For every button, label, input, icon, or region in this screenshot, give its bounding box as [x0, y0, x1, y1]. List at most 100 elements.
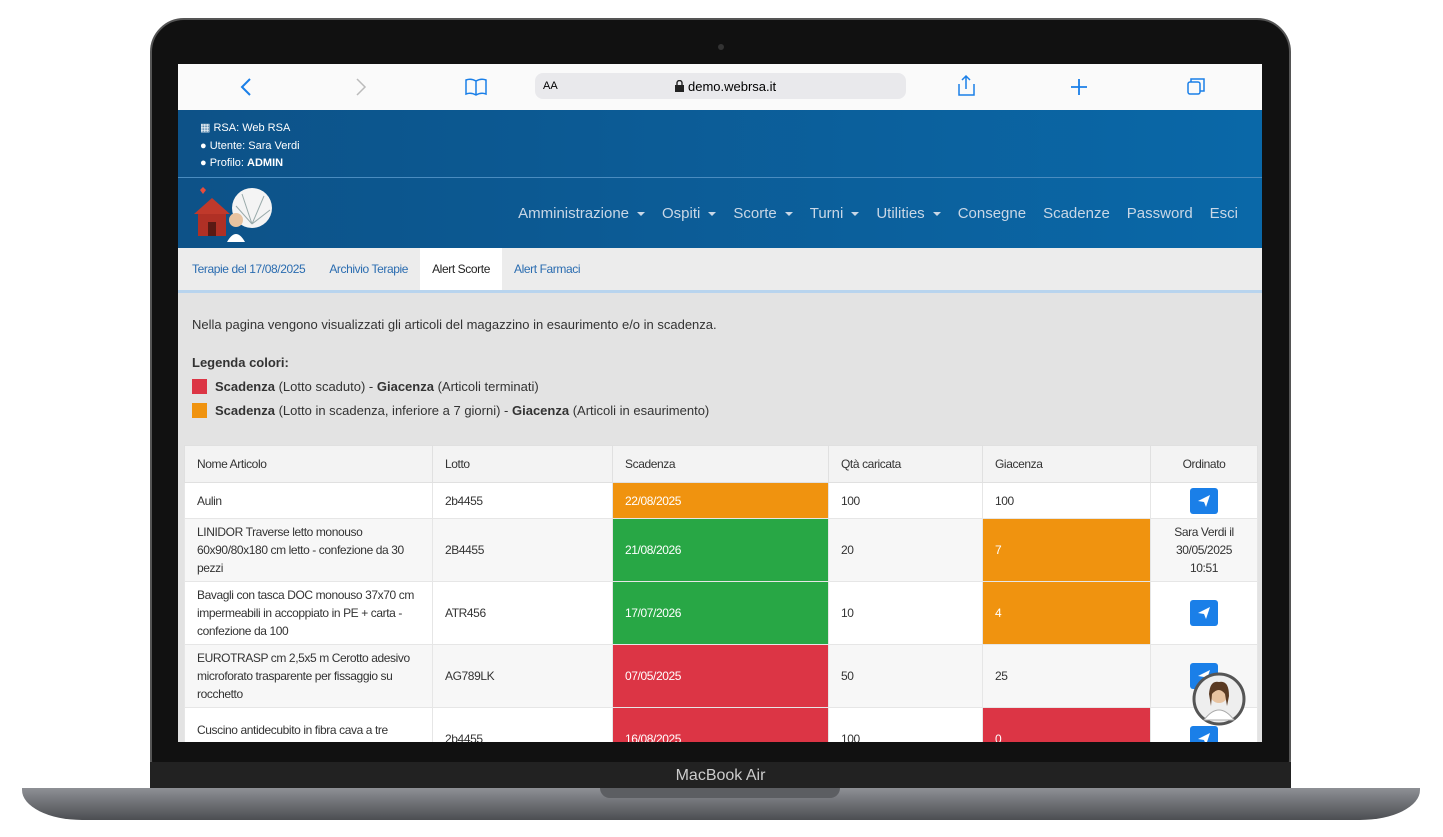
column-header: Nome Articolo — [184, 445, 433, 483]
text-size-button[interactable]: AA — [543, 80, 558, 92]
alert-table: Nome Articolo Lotto Scadenza Qtà caricata Gi… — [184, 445, 1258, 742]
tab[interactable]: Alert Scorte — [420, 248, 502, 290]
address-bar[interactable]: AA demo.webrsa.it — [535, 73, 906, 99]
nav-item[interactable]: Utilities — [876, 204, 941, 222]
browser-bar: AA demo.webrsa.it — [178, 64, 1262, 110]
nav-item[interactable]: Esci — [1210, 205, 1238, 222]
nav-item[interactable]: Scadenze — [1043, 205, 1110, 222]
ordered — [1150, 581, 1258, 645]
column-header: Scadenza — [612, 445, 829, 483]
column-header: Lotto — [432, 445, 613, 483]
site-header: ▦ RSA: Web RSA ● Utente: Sara Verdi ● Pr… — [178, 110, 1262, 177]
nav-item[interactable]: Consegne — [958, 205, 1026, 222]
order-button[interactable] — [1190, 487, 1218, 514]
legend-text: Giacenza — [376, 379, 434, 394]
logo[interactable] — [192, 184, 282, 242]
back-button[interactable] — [240, 78, 251, 96]
legend-swatch — [192, 379, 207, 394]
legend-item: Scadenza (Lotto in scadenza, inferiore a… — [192, 403, 709, 418]
article-name: Cuscino antidecubito in fibra cava a tre… — [184, 707, 433, 742]
new-tab-button[interactable] — [1071, 79, 1087, 95]
tabs-button[interactable] — [1187, 81, 1201, 95]
ordered — [1150, 482, 1258, 519]
expiry: 07/05/2025 — [612, 644, 829, 708]
legend-swatch — [192, 403, 207, 418]
nav-label: Turni — [809, 204, 844, 222]
legend-title: Legenda colori: — [192, 355, 289, 370]
forward-button[interactable] — [356, 78, 367, 96]
column-header: Qtà caricata — [828, 445, 983, 483]
nav-label: Scorte — [733, 204, 777, 222]
tabs-button-back — [1190, 78, 1205, 92]
share-button[interactable] — [958, 74, 975, 96]
user-info: ▦ RSA: Web RSA ● Utente: Sara Verdi ● Pr… — [200, 120, 300, 173]
column-header: Ordinato — [1150, 445, 1258, 483]
content: Nella pagina vengono visualizzati gli ar… — [178, 290, 1262, 742]
nav-label: Utilities — [876, 204, 925, 222]
nav-item[interactable]: Turni — [810, 205, 860, 222]
tab[interactable]: Terapie del 17/08/2025 — [192, 262, 306, 276]
expiry: 22/08/2025 — [612, 482, 829, 519]
nav-item[interactable]: Ospiti — [662, 204, 717, 222]
nav-label: Amministrazione — [518, 204, 630, 222]
dropdown-caret — [637, 211, 646, 216]
nav-item[interactable]: Amministrazione — [518, 204, 646, 222]
legend-text: (Lotto in scadenza, inferiore a 7 giorni… — [274, 403, 512, 418]
expiry: 21/08/2026 — [612, 518, 829, 582]
lot: 2b4455 — [432, 482, 613, 519]
article-name: Bavagli con tasca DOC monouso 37x70 cm i… — [184, 581, 433, 645]
lot: 2b4455 — [432, 707, 613, 742]
loaded-qty: 50 — [828, 644, 983, 708]
user-line: ● Utente: Sara Verdi — [200, 139, 300, 152]
loaded-qty: 10 — [828, 581, 983, 645]
stock: 25 — [982, 644, 1151, 708]
stock: 0 — [982, 707, 1151, 742]
table-row: LINIDOR Traverse letto monouso 60x90/80x… — [184, 518, 1258, 582]
nav-label: Ospiti — [662, 204, 701, 222]
loaded-qty: 100 — [828, 482, 983, 519]
dropdown-caret — [784, 211, 793, 216]
send-icon — [1198, 494, 1210, 507]
legend-text: Giacenza — [512, 403, 570, 418]
rsa-line: ▦ RSA: Web RSA — [200, 122, 291, 134]
legend-text: Scadenza — [215, 379, 275, 394]
loaded-qty: 20 — [828, 518, 983, 582]
expiry: 17/07/2026 — [612, 581, 829, 645]
screen: AA demo.webrsa.it ▦ RSA: Web RSA ● Utent… — [178, 64, 1262, 742]
article-name: LINIDOR Traverse letto monouso 60x90/80x… — [184, 518, 433, 582]
tab[interactable]: Alert Farmaci — [513, 262, 581, 276]
legend-text: (Lotto scaduto) - — [274, 379, 377, 394]
ordered-by: Sara Verdi il 30/05/2025 10:51 — [1174, 525, 1234, 575]
bookmarks-button[interactable] — [465, 78, 487, 96]
order-button[interactable] — [1190, 726, 1218, 742]
nav-item[interactable]: Scorte — [733, 204, 793, 222]
article-name: Aulin — [184, 482, 433, 519]
tab[interactable]: Archivio Terapie — [329, 262, 409, 276]
order-button[interactable] — [1190, 600, 1218, 626]
table-row: Bavagli con tasca DOC monouso 37x70 cm i… — [184, 581, 1258, 645]
url: demo.webrsa.it — [688, 79, 777, 94]
table-header: Nome Articolo Lotto Scadenza Qtà caricata Gi… — [184, 445, 1258, 483]
chat-avatar[interactable] — [1192, 672, 1246, 726]
column-header: Giacenza — [982, 445, 1151, 483]
stock: 7 — [982, 518, 1151, 582]
nav-menu: Amministrazione Ospiti Scorte Turni Utilitie… — [518, 178, 1238, 248]
legend: Legenda colori: Scadenza (Lotto scaduto)… — [192, 355, 709, 418]
ordered: Sara Verdi il 30/05/2025 10:51 — [1150, 518, 1258, 582]
table-row: Aulin 2b4455 22/08/2025 100 100 — [184, 482, 1258, 519]
rsa-value: Web RSA — [242, 122, 291, 134]
table-row: EUROTRASP cm 2,5x5 m Cerotto adesivo mic… — [184, 644, 1258, 708]
nav-item[interactable]: Password — [1127, 205, 1193, 222]
dropdown-caret — [932, 211, 941, 216]
device-label: MacBook Air — [150, 762, 1291, 790]
nav-label: Scadenze — [1043, 204, 1110, 222]
lot: ATR456 — [432, 581, 613, 645]
table-body: Aulin 2b4455 22/08/2025 100 100 LINIDOR Trave… — [184, 482, 1258, 742]
legend-text: (Articoli in esaurimento) — [569, 403, 710, 418]
table-row: Cuscino antidecubito in fibra cava a tre… — [184, 707, 1258, 742]
loaded-qty: 100 — [828, 707, 983, 742]
nav-label: Esci — [1209, 204, 1238, 222]
dropdown-caret — [851, 211, 860, 216]
send-icon — [1198, 607, 1210, 619]
lot: AG789LK — [432, 644, 613, 708]
